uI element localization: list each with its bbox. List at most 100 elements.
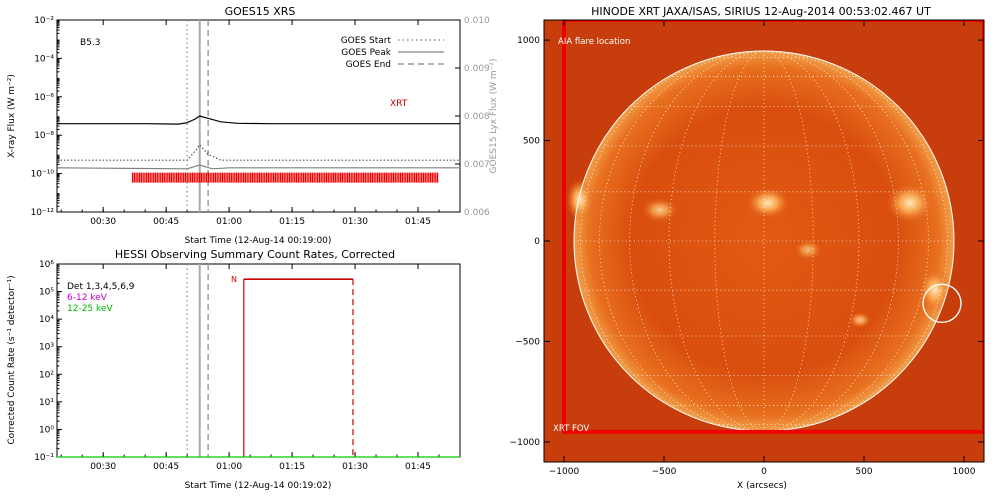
longitude-line (763, 50, 948, 432)
y-tick-label: 10⁻¹ (34, 453, 54, 463)
longitude-line (629, 50, 765, 432)
y-tick-label: 10¹ (39, 398, 54, 408)
x-tick-label: 01:00 (216, 217, 242, 227)
goes-plot-frame (56, 19, 461, 213)
goes-y2label: GOES15 Lyx Flux (W m⁻²) (489, 59, 499, 174)
y-tick-label: −1000 (510, 438, 541, 448)
xrt-image (544, 20, 984, 462)
goes-legend: GOES Start GOES Peak GOES End (341, 36, 444, 70)
x-tick-label: 01:45 (405, 217, 431, 227)
active-regions (642, 183, 951, 328)
y-tick-label: 1000 (517, 36, 540, 46)
hessi-legend-12-25kev: 12-25 keV (67, 304, 113, 314)
goes-legend-peak-label: GOES Peak (341, 48, 391, 58)
hessi-xlabel: Start Time (12-Aug-14 00:19:02) (185, 481, 332, 491)
y-tick-label: 10⁻⁸ (34, 131, 54, 141)
hessi-night-interval (243, 278, 354, 457)
y-tick-label: 10⁶ (39, 260, 54, 270)
x-tick-label: 01:15 (279, 462, 305, 472)
hessi-legend: Det 1,3,4,5,6,9 6-12 keV 12-25 keV (67, 282, 135, 314)
y2-tick-label: 0.006 (464, 208, 490, 218)
hessi-title: HESSI Observing Summary Count Rates, Cor… (115, 248, 395, 261)
goes-ylabel: X-ray Flux (W m⁻²) (7, 74, 17, 158)
hessi-panel: HESSI Observing Summary Count Rates, Cor… (7, 248, 461, 491)
y2-tick-label: 0.008 (464, 112, 490, 122)
series-line-1 (57, 143, 460, 161)
goes-title: GOES15 XRS (225, 5, 296, 18)
x-tick-label: 00:30 (90, 462, 116, 472)
xrt-title: HINODE XRT JAXA/ISAS, SIRIUS 12-Aug-2014… (591, 5, 931, 18)
longitude-line (763, 50, 929, 432)
x-tick-label: −500 (652, 467, 677, 477)
y-tick-label: 10³ (39, 343, 54, 353)
y-tick-label: 10⁴ (39, 315, 54, 325)
goes-class-label: B5.3 (80, 38, 101, 48)
xrt-xlabel: X (arcsecs) (737, 481, 787, 491)
longitude-line (763, 50, 899, 432)
aia-label: AIA flare location (558, 37, 630, 47)
y-tick-label: 0 (534, 237, 540, 247)
x-tick-label: 01:15 (279, 217, 305, 227)
y-tick-label: 10⁻⁶ (34, 93, 54, 103)
y2-tick-label: 0.010 (464, 16, 490, 26)
active-region (642, 198, 678, 222)
longitude-line (763, 50, 814, 432)
active-region (886, 183, 934, 223)
y2-tick-label: 0.007 (464, 160, 490, 170)
hessi-legend-6-12kev: 6-12 keV (67, 293, 108, 303)
goes-series-group (56, 115, 460, 170)
active-region (919, 268, 951, 312)
active-region (746, 187, 790, 219)
goes-xrt-annotation: XRT (390, 99, 408, 109)
goes-legend-end-label: GOES End (346, 60, 391, 70)
goes-legend-start-label: GOES Start (341, 36, 392, 46)
y-tick-label: 10⁰ (39, 425, 54, 435)
longitude-line (580, 50, 765, 432)
x-tick-label: 00:45 (153, 462, 179, 472)
active-region (849, 312, 871, 328)
y-tick-label: 500 (523, 137, 540, 147)
limb-brightening (566, 178, 594, 222)
hessi-night-label: N (231, 275, 237, 284)
goes-xlabel: Start Time (12-Aug-14 00:19:00) (185, 236, 332, 246)
series-line-0 (57, 115, 460, 125)
x-tick-label: 01:00 (216, 462, 242, 472)
hessi-time-markers (186, 264, 209, 457)
y-tick-label: 10⁻² (34, 16, 54, 26)
hessi-ylabel: Corrected Count Rate (s⁻¹ detector⁻¹) (7, 275, 17, 444)
aia-flare-circle (922, 283, 962, 323)
goes-axes: 00:30 00:45 01:00 01:15 01:30 01:45 10⁻¹² 10⁻¹⁰… (31, 16, 490, 227)
x-tick-label: 500 (855, 467, 872, 477)
active-region (794, 240, 822, 260)
hessi-plot-frame (56, 263, 461, 458)
longitude-line (599, 50, 765, 432)
xrt-axes: −1000 −500 0 500 1000 −1000 −500 0 500 1000 (510, 20, 984, 477)
x-tick-label: 0 (761, 467, 767, 477)
longitude-line (714, 50, 765, 432)
x-tick-label: 1000 (953, 467, 976, 477)
x-tick-label: −1000 (549, 467, 580, 477)
y-tick-label: 10⁻¹² (31, 208, 55, 218)
series-line-2 (56, 164, 460, 170)
fov-label: XRT FOV (553, 424, 589, 434)
y-tick-label: 10² (39, 370, 54, 380)
goes-panel: GOES15 XRS 00:30 00:45 01:00 01:15 01:30 01:4… (7, 5, 499, 246)
xrt-panel: HINODE XRT JAXA/ISAS, SIRIUS 12-Aug-2014… (510, 5, 985, 491)
hessi-axes: 00:30 00:45 01:00 01:15 01:30 01:45 10⁻¹ 10⁰ 10¹… (34, 260, 461, 472)
hessi-legend-detectors: Det 1,3,4,5,6,9 (67, 282, 135, 292)
x-tick-label: 01:30 (342, 217, 368, 227)
x-tick-label: 01:30 (342, 462, 368, 472)
xrt-coverage-bar (131, 172, 439, 183)
heliographic-grid (574, 50, 954, 432)
x-tick-label: 00:30 (90, 217, 116, 227)
y2-tick-label: 0.009 (464, 64, 490, 74)
solar-disk (574, 51, 954, 431)
x-tick-label: 00:45 (153, 217, 179, 227)
x-tick-label: 01:45 (405, 462, 431, 472)
y-tick-label: 10⁵ (39, 288, 54, 298)
y-tick-label: −500 (515, 337, 540, 347)
y-tick-label: 10⁻¹⁰ (31, 170, 55, 180)
xrt-fov-box (562, 20, 984, 434)
y-tick-label: 10⁻⁴ (34, 54, 54, 64)
